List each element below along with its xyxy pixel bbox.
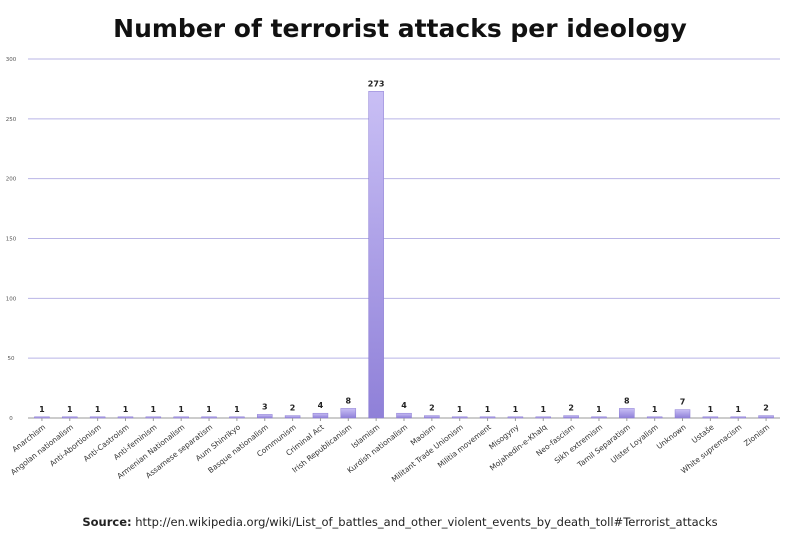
data-label: 4 <box>318 401 324 410</box>
data-label: 4 <box>401 401 407 410</box>
data-label: 2 <box>290 404 296 413</box>
source-note: Source: http://en.wikipedia.org/wiki/Lis… <box>0 515 800 529</box>
y-tick-label: 0 <box>9 416 13 422</box>
bars <box>34 91 774 419</box>
y-tick-label: 150 <box>6 237 17 243</box>
data-label: 1 <box>95 405 101 414</box>
bar <box>229 416 245 419</box>
data-label: 1 <box>596 405 602 414</box>
gridlines <box>28 58 780 419</box>
bar <box>396 412 412 419</box>
bar <box>284 415 301 419</box>
data-label: 3 <box>262 402 268 411</box>
bar <box>424 415 440 419</box>
data-label: 1 <box>67 405 73 414</box>
bar <box>89 416 106 419</box>
y-tick-label: 250 <box>6 117 17 123</box>
data-label: 1 <box>485 405 491 414</box>
bar <box>368 91 384 419</box>
data-label: 273 <box>368 79 385 88</box>
data-label: 1 <box>513 405 519 414</box>
source-label: Source: <box>82 515 132 529</box>
data-label: 2 <box>763 404 769 413</box>
y-tick-label: 300 <box>6 57 17 63</box>
bar <box>730 416 746 419</box>
data-label: 8 <box>624 396 630 405</box>
bar <box>256 414 273 419</box>
bar <box>646 416 663 419</box>
data-label: 7 <box>680 398 686 407</box>
y-axis-ticks: 0 50 100 150 200 250 300 <box>6 57 17 422</box>
data-label: 1 <box>123 405 129 414</box>
bar <box>507 416 524 419</box>
data-label: 1 <box>234 405 240 414</box>
bar <box>117 416 134 419</box>
data-label: 1 <box>652 405 658 414</box>
y-tick-label: 200 <box>6 177 17 183</box>
bar <box>34 416 50 419</box>
bar <box>340 408 357 419</box>
bar <box>702 416 719 419</box>
bar <box>563 415 579 419</box>
data-label: 1 <box>457 405 463 414</box>
bar <box>674 409 691 419</box>
bar <box>145 416 162 419</box>
bar <box>479 416 496 419</box>
bar <box>591 416 607 419</box>
bar <box>451 416 468 419</box>
data-label: 1 <box>178 405 184 414</box>
chart-title: Number of terrorist attacks per ideology <box>113 14 687 43</box>
data-label: 1 <box>540 405 546 414</box>
data-label: 1 <box>206 405 212 414</box>
data-label: 2 <box>568 404 574 413</box>
y-tick-label: 50 <box>8 356 15 362</box>
data-label: 2 <box>429 404 435 413</box>
data-labels: 1 1 1 1 1 1 1 1 3 2 4 8 273 4 2 1 1 1 1 2 1 8 1 7 1 1 2 <box>39 79 769 413</box>
data-label: 1 <box>708 405 714 414</box>
y-tick-label: 100 <box>6 296 17 302</box>
data-label: 8 <box>346 396 352 405</box>
x-tick-label: Unknown <box>655 422 688 451</box>
data-label: 1 <box>39 405 45 414</box>
bar <box>535 416 552 419</box>
bar <box>619 408 635 419</box>
source-url: http://en.wikipedia.org/wiki/List_of_bat… <box>135 515 718 529</box>
x-tick-label: Ulster Loyalism <box>609 422 660 465</box>
bar <box>62 416 78 419</box>
bar <box>758 415 774 419</box>
bar <box>201 416 217 419</box>
data-label: 1 <box>735 405 741 414</box>
bar <box>173 416 189 419</box>
x-tick-label: Zionism <box>742 422 771 447</box>
bar <box>312 412 329 419</box>
data-label: 1 <box>151 405 157 414</box>
